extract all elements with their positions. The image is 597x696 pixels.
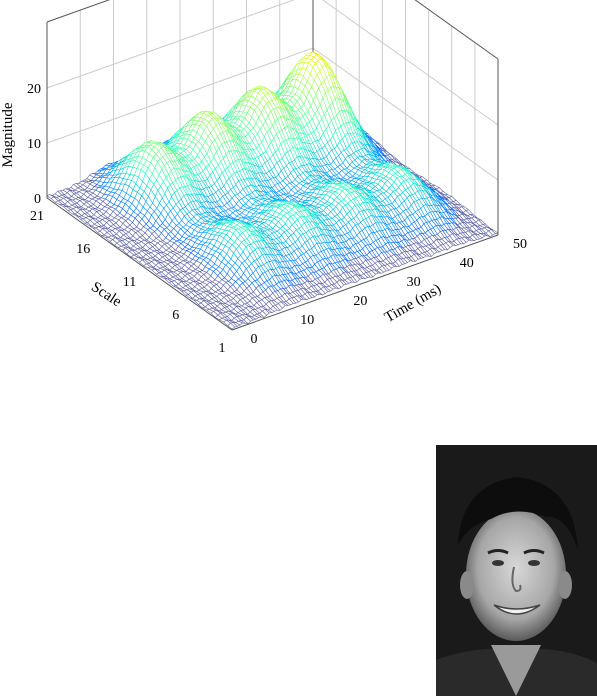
axis-box-edge [46, 0, 111, 23]
axis-box-edge [414, 0, 499, 60]
axis-line [231, 234, 499, 331]
x-tick-label: 50 [513, 237, 527, 252]
author-portrait [436, 445, 597, 696]
x-tick-label: 10 [300, 313, 314, 328]
x-tick-label: 0 [251, 332, 258, 347]
grid-line [46, 0, 499, 126]
z-tick-label: 0 [34, 192, 41, 207]
z-tick-label: 20 [27, 82, 41, 97]
y-tick-label: 6 [172, 308, 179, 323]
y-tick-label: 1 [219, 341, 226, 356]
axis-line [46, 197, 233, 331]
x-tick-label: 20 [353, 294, 367, 309]
y-tick-label: 11 [123, 275, 136, 290]
y-tick-label: 16 [76, 242, 90, 257]
x-tick-label: 40 [460, 256, 474, 271]
x-tick-label: 30 [407, 275, 421, 290]
axes-box [46, 0, 499, 331]
y-tick-label: 21 [30, 209, 44, 224]
z-axis-label: Magnitude [0, 102, 16, 167]
surface-mesh [46, 51, 499, 330]
y-axis-label: Scale [88, 279, 124, 310]
z-tick-label: 10 [27, 137, 41, 152]
